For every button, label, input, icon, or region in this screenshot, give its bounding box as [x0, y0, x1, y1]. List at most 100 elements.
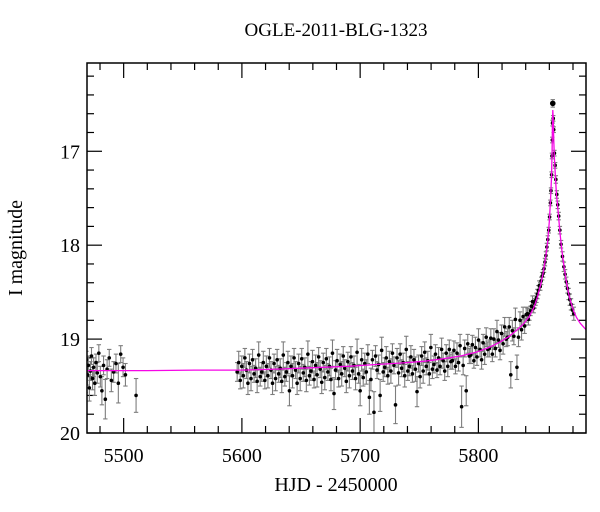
- data-point: [429, 345, 433, 350]
- data-point: [107, 356, 112, 360]
- data-point: [410, 372, 415, 376]
- data-point: [473, 345, 478, 350]
- data-point: [404, 347, 409, 352]
- data-point: [427, 372, 432, 376]
- data-point: [465, 341, 470, 346]
- data-point: [361, 375, 366, 380]
- data-point: [98, 374, 103, 379]
- data-point: [332, 391, 336, 396]
- data-point: [284, 370, 289, 374]
- data-point: [464, 388, 469, 393]
- data-point: [452, 348, 456, 353]
- data-point: [100, 388, 104, 393]
- data-point: [267, 356, 272, 360]
- data-point: [347, 373, 352, 378]
- data-point: [121, 365, 125, 370]
- data-point: [299, 357, 304, 361]
- model-curve-group: [87, 109, 586, 372]
- data-point: [101, 363, 106, 368]
- data-point: [279, 379, 284, 384]
- data-point: [419, 354, 424, 358]
- data-point: [439, 347, 444, 352]
- data-point: [94, 360, 98, 365]
- data-point: [415, 389, 419, 394]
- data-point: [512, 334, 516, 339]
- data-point: [370, 357, 375, 362]
- data-point: [450, 358, 455, 363]
- x-tick-label: 5600: [222, 445, 262, 467]
- data-point: [493, 346, 498, 351]
- data-point: [301, 371, 306, 375]
- data-point: [342, 366, 347, 371]
- data-point: [445, 364, 450, 369]
- data-point: [459, 404, 464, 409]
- data-point: [521, 314, 525, 319]
- data-point: [507, 325, 512, 329]
- data-point: [313, 363, 318, 368]
- data-point: [95, 371, 100, 375]
- data-point: [522, 324, 527, 328]
- data-point: [318, 367, 322, 371]
- data-point: [329, 377, 333, 382]
- data-point: [93, 381, 97, 386]
- data-point: [356, 372, 361, 376]
- data-point: [134, 393, 138, 398]
- data-point: [501, 341, 505, 346]
- data-point: [418, 374, 422, 379]
- data-point: [238, 378, 243, 383]
- data-point: [336, 376, 341, 381]
- data-point: [281, 353, 286, 357]
- data-point: [319, 380, 324, 385]
- data-point: [508, 372, 513, 377]
- data-point: [375, 368, 379, 372]
- data-point: [367, 395, 372, 400]
- data-point: [412, 357, 416, 362]
- data-point: [490, 352, 495, 356]
- data-point: [484, 335, 489, 340]
- data-point: [435, 368, 439, 372]
- data-point: [362, 361, 367, 366]
- data-point: [470, 342, 475, 347]
- data-point: [438, 364, 442, 369]
- data-point: [359, 357, 364, 362]
- data-point: [390, 351, 395, 355]
- data-point: [498, 348, 502, 353]
- data-point: [283, 374, 287, 379]
- data-point: [321, 360, 326, 365]
- data-point: [461, 363, 465, 368]
- data-point: [433, 352, 438, 356]
- data-point: [304, 378, 309, 383]
- data-point: [462, 346, 467, 351]
- data-point: [366, 352, 370, 356]
- data-point: [249, 376, 253, 381]
- axis-ticks: [87, 63, 586, 434]
- data-point: [499, 331, 504, 336]
- data-point: [409, 355, 413, 359]
- data-point: [381, 370, 386, 374]
- data-point: [379, 348, 384, 353]
- y-tick-label: 17: [60, 141, 80, 163]
- data-point: [324, 357, 329, 361]
- data-point: [472, 358, 476, 363]
- data-point: [109, 378, 114, 383]
- data-point: [382, 365, 387, 370]
- data-point: [393, 403, 398, 407]
- data-point: [407, 364, 412, 369]
- data-point: [296, 361, 301, 366]
- data-point: [458, 343, 462, 348]
- data-point: [502, 325, 507, 329]
- data-point: [241, 373, 246, 378]
- data-point: [349, 355, 353, 359]
- data-point: [116, 381, 121, 386]
- data-points: [87, 100, 576, 415]
- data-point: [372, 410, 376, 415]
- data-point: [447, 347, 452, 352]
- data-point: [402, 373, 407, 378]
- data-point: [263, 378, 267, 383]
- x-tick-label: 5800: [458, 445, 498, 467]
- data-point: [276, 372, 281, 376]
- data-point: [258, 374, 263, 379]
- data-point: [287, 388, 292, 393]
- y-tick-label: 19: [60, 329, 80, 351]
- data-point: [103, 397, 108, 401]
